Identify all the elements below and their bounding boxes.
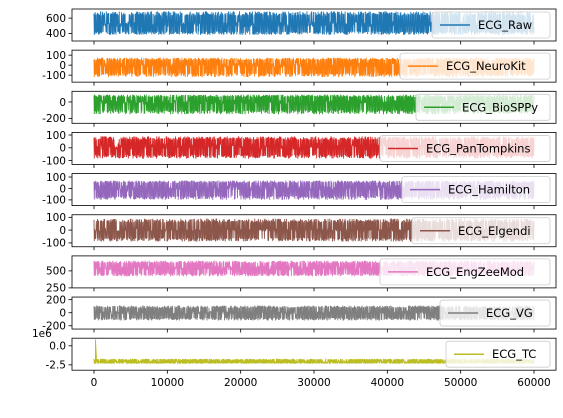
y-tick-label: 500 [46,266,66,278]
y-tick-label: 100 [46,130,66,142]
y-tick-label: 400 [46,28,66,40]
panel-ecg-engzeemod: 250 500 ECG_EngZeeMod [46,256,556,295]
y-tick-label: -100 [42,195,66,207]
y-tick-label: 0 [59,97,66,109]
legend-label: ECG_EngZeeMod [426,265,524,279]
y-tick-label: 0 [59,308,66,320]
legend-label: ECG_BioSPPy [462,100,538,114]
legend-label: ECG_PanTompkins [426,141,530,155]
x-tick-label: 40000 [371,377,404,389]
panel-ecg-raw: 400 600 ECG_Raw [46,9,556,45]
y-tick-label: 250 [46,283,66,295]
legend-label: ECG_Elgendi [458,224,531,238]
y-tick-label: 100 [46,212,66,224]
y-tick-label: 0 [59,143,66,155]
legend-label: ECG_TC [492,347,536,361]
legend-label: ECG_Raw [478,18,532,32]
x-tick-label: 30000 [297,377,330,389]
legend-label: ECG_Hamilton [448,183,530,197]
y-tick-label: -2.5 [46,360,67,372]
y-tick-label: -100 [42,155,66,167]
y-tick-label: -100 [42,238,66,250]
y-tick-label: 0.0 [49,341,66,353]
legend-label: ECG_NeuroKit [446,59,526,73]
y-tick-label: 100 [46,50,66,62]
y-tick-label: 0 [59,183,66,195]
y-tick-label: -200 [42,113,66,125]
y-tick-label: 200 [46,294,66,306]
y-tick-label: 600 [46,13,66,25]
legend-label: ECG_VG [486,306,533,320]
y-offset-label: 1e6 [32,328,52,340]
y-tick-label: 0 [59,225,66,237]
y-tick-label: 100 [46,172,66,184]
x-tick-label: 10000 [151,377,184,389]
x-tick-label: 20000 [224,377,257,389]
x-tick-label: 50000 [444,377,477,389]
x-tick-label: 60000 [517,377,550,389]
panel-ecg-biosppy: -200 0 ECG_BioSPPy [42,91,556,127]
x-tick-label: 0 [91,377,98,389]
